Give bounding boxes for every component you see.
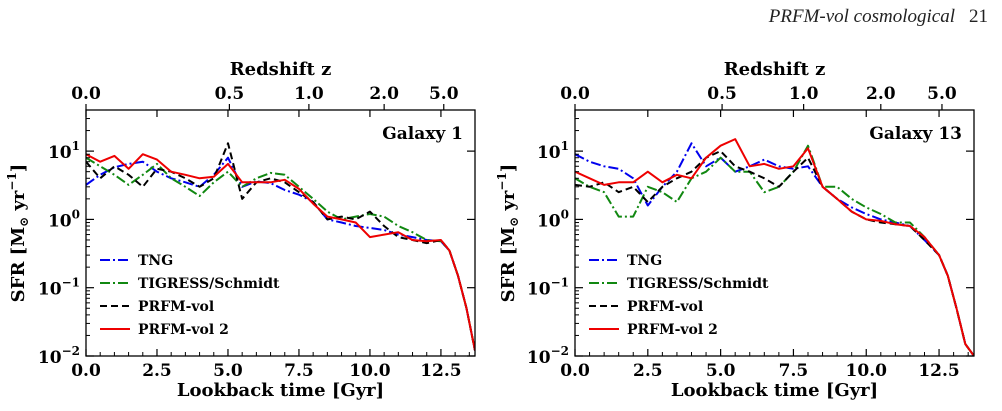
y-axis-label-mid: yr <box>8 190 29 217</box>
y-axis-label-base: SFR [M <box>498 227 519 303</box>
panel-title: Galaxy 13 <box>869 124 962 144</box>
y-tick-label: 100 <box>48 207 80 231</box>
running-head: PRFM-vol cosmological 21 <box>769 6 988 28</box>
y-axis-label-end: ] <box>498 164 519 173</box>
x-tick-label: 2.5 <box>633 361 663 381</box>
series-line-3 <box>575 150 974 356</box>
x-tick-label: 7.5 <box>284 361 314 381</box>
top-axis-label: Redshift z <box>724 59 826 80</box>
legend-label-4: PRFM-vol 2 <box>627 322 718 338</box>
series-group <box>86 142 475 351</box>
y-tick-exponent: 1 <box>72 139 80 153</box>
top-tick-label: 1.0 <box>789 84 819 104</box>
legend-label-3: PRFM-vol <box>627 299 703 315</box>
x-tick-label: 0.0 <box>71 361 101 381</box>
plot-frame <box>574 109 975 357</box>
x-tick-label: 5.0 <box>706 361 736 381</box>
top-tick-label: 0.0 <box>560 84 590 104</box>
y-tick-label: 101 <box>537 139 569 163</box>
y-axis-label-sup: −1 <box>495 172 509 190</box>
chart-panel-2: 0.0 2.5 5.0 7.5 10.0 12.5 0.0 0.5 1.0 2.0 5.0 Redsh… <box>495 59 975 401</box>
series-line-3 <box>86 142 475 351</box>
y-tick-exponent: 0 <box>561 207 569 221</box>
top-tick-label: 5.0 <box>429 84 459 104</box>
y-tick-base: 10 <box>527 280 551 300</box>
y-tick-exponent: −1 <box>551 276 569 290</box>
running-title: PRFM-vol cosmological <box>768 6 955 27</box>
y-tick-label: 101 <box>48 139 80 163</box>
top-tick-label: 5.0 <box>927 84 957 104</box>
x-axis-label: Lookback time [Gyr] <box>671 380 878 401</box>
top-tick-label: 2.0 <box>369 84 399 104</box>
legend-label-2: TIGRESS/Schmidt <box>627 276 769 292</box>
y-tick-exponent: −2 <box>62 344 80 358</box>
panel-title: Galaxy 1 <box>382 124 463 144</box>
x-tick-label: 0.0 <box>560 361 590 381</box>
x-tick-label: 10.0 <box>846 361 888 381</box>
legend-label-2: TIGRESS/Schmidt <box>138 276 280 292</box>
legend-label-1: TNG <box>627 253 662 269</box>
y-tick-base: 10 <box>537 143 561 163</box>
top-tick-label: 0.5 <box>707 84 737 104</box>
legend-label-4: PRFM-vol 2 <box>138 322 229 338</box>
x-tick-label: 12.5 <box>420 361 461 381</box>
top-tick-label: 0.5 <box>215 84 245 104</box>
y-axis-label-end: ] <box>8 164 29 173</box>
y-axis-label-sup: −1 <box>5 172 19 190</box>
chart-panel-1: 0.0 2.5 5.0 7.5 10.0 12.5 0.0 0.5 1.0 2.0 5.0 Redsh… <box>5 59 476 401</box>
y-tick-label: 10−2 <box>527 344 569 368</box>
y-axis-label-sub: ⊙ <box>17 217 31 227</box>
y-axis-label: SFR [M⊙ yr−1] <box>5 164 31 303</box>
x-tick-label: 12.5 <box>918 361 959 381</box>
y-tick-base: 10 <box>48 143 72 163</box>
legend: TNG TIGRESS/Schmidt PRFM-vol PRFM-vol 2 <box>100 253 280 338</box>
y-tick-exponent: 0 <box>72 207 80 221</box>
y-tick-exponent: −2 <box>551 344 569 358</box>
y-axis-label-base: SFR [M <box>8 227 29 303</box>
x-axis-label: Lookback time [Gyr] <box>177 380 384 401</box>
y-tick-base: 10 <box>527 348 551 368</box>
y-tick-base: 10 <box>48 211 72 231</box>
x-tick-label: 5.0 <box>213 361 243 381</box>
series-line-4 <box>86 153 475 351</box>
y-tick-label: 10−1 <box>527 276 569 300</box>
series-group <box>575 138 974 356</box>
y-tick-label: 10−1 <box>38 276 80 300</box>
x-tick-label: 7.5 <box>779 361 809 381</box>
x-tick-label: 10.0 <box>349 361 391 381</box>
top-tick-label: 2.0 <box>866 84 896 104</box>
y-tick-label: 10−2 <box>38 344 80 368</box>
plot-frame <box>85 109 476 357</box>
y-tick-label: 100 <box>537 207 569 231</box>
x-tick-label: 2.5 <box>142 361 172 381</box>
page-number: 21 <box>969 6 988 27</box>
top-axis-label: Redshift z <box>230 59 332 80</box>
legend: TNG TIGRESS/Schmidt PRFM-vol PRFM-vol 2 <box>589 253 769 338</box>
y-tick-exponent: −1 <box>62 276 80 290</box>
y-tick-base: 10 <box>38 280 62 300</box>
legend-label-1: TNG <box>138 253 173 269</box>
y-axis-label-sub: ⊙ <box>507 217 521 227</box>
top-tick-label: 0.0 <box>71 84 101 104</box>
y-tick-exponent: 1 <box>561 139 569 153</box>
y-axis-label: SFR [M⊙ yr−1] <box>495 164 521 303</box>
y-axis-label-mid: yr <box>498 190 519 217</box>
legend-label-3: PRFM-vol <box>138 299 214 315</box>
y-tick-base: 10 <box>38 348 62 368</box>
top-tick-label: 1.0 <box>294 84 324 104</box>
series-line-4 <box>575 138 974 356</box>
y-tick-base: 10 <box>537 211 561 231</box>
